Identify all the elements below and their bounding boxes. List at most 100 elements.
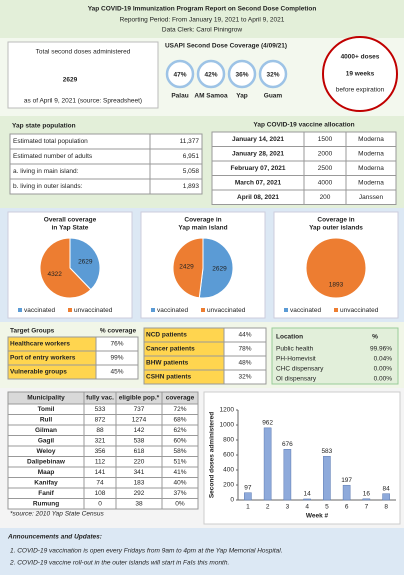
ring: [196, 59, 226, 89]
header-bg: [0, 0, 404, 38]
cell-text: 0: [98, 500, 102, 507]
cell-text: February 07, 2021: [231, 165, 286, 172]
cell-text: 341: [134, 469, 145, 476]
x-tick-label: 4: [305, 504, 309, 511]
cell-text: Cancer patients: [146, 346, 195, 353]
heading: Yap state population: [12, 123, 76, 130]
cell-text: 76%: [110, 341, 123, 348]
legend-label: unvaccinated: [207, 307, 246, 314]
label: Yap: [236, 93, 248, 100]
cell-text: 2000: [318, 150, 333, 157]
data-label: 676: [282, 441, 293, 448]
cell-text: 183: [134, 479, 145, 486]
cell-text: January 14, 2021: [232, 136, 284, 143]
cell-text: 5,058: [183, 168, 200, 175]
cell-text: 11,377: [180, 138, 200, 145]
cell-text: 292: [134, 490, 145, 497]
header-text: Municipality: [27, 395, 65, 402]
cell-text: Public health: [276, 346, 314, 353]
cell-text: 142: [134, 427, 145, 434]
pie-label: 2629: [78, 259, 93, 266]
announcement: 2. COVID-19 vaccine roll-out in the oute…: [9, 560, 229, 567]
pie-label: 4322: [47, 271, 62, 278]
bar: [342, 484, 351, 501]
cell-text: Gilman: [35, 427, 57, 434]
label: before expiration: [336, 87, 385, 94]
legend-label: unvaccinated: [340, 307, 379, 314]
title: Yap COVID-19 Immunization Program Report…: [88, 6, 317, 13]
cell: [95, 364, 139, 380]
cell-text: 32%: [238, 374, 251, 381]
percent: 47%: [173, 72, 186, 79]
legend-swatch: [68, 308, 72, 312]
chart-bg: [203, 391, 401, 525]
data-label: 962: [262, 420, 273, 427]
cell-text: Port of entry workers: [10, 355, 76, 362]
bar: [382, 493, 390, 501]
percent: 36%: [235, 72, 248, 79]
data-label: 197: [341, 477, 352, 484]
cell-text: Moderna: [358, 165, 384, 172]
note: as of April 9, 2021 (source: Spreadsheet…: [24, 98, 142, 105]
heading: Yap COVID-19 vaccine allocation: [253, 122, 354, 129]
cell-text: 0.00%: [374, 366, 393, 373]
cell-text: 45%: [110, 369, 123, 376]
cell-text: PH-Homevisit: [276, 356, 316, 363]
cell-text: 4000: [318, 179, 333, 186]
total-box: [7, 41, 159, 109]
legend-swatch: [334, 308, 338, 312]
cell-text: 533: [95, 406, 106, 413]
pie-title: Yap main island: [178, 225, 227, 232]
pie-title: in Yap State: [52, 225, 89, 232]
cell-text: 141: [95, 469, 106, 476]
bar: [283, 449, 292, 501]
pie-slice: [172, 237, 204, 299]
y-tick-label: 200: [223, 482, 234, 489]
cell-text: 37%: [173, 490, 186, 497]
axis-label: Second doses administered: [209, 412, 216, 498]
legend-swatch: [18, 308, 22, 312]
axis-label: Week #: [306, 513, 329, 520]
legend-swatch: [151, 308, 155, 312]
cell-text: 74: [96, 479, 104, 486]
cell-text: 40%: [173, 479, 186, 486]
legend-swatch: [284, 308, 288, 312]
cell-text: CHC dispensary: [276, 366, 324, 373]
cell-text: NCD patients: [146, 332, 187, 339]
x-tick-label: 7: [365, 504, 369, 511]
x-tick-label: 2: [266, 504, 270, 511]
big-number: 2629: [63, 77, 78, 84]
big-number: 19 weeks: [346, 71, 375, 78]
cell-text: 6,951: [183, 153, 200, 160]
heading: Announcements and Updates:: [7, 534, 102, 541]
cell-text: Fanif: [38, 490, 54, 497]
cell-text: 99%: [110, 355, 123, 362]
cell: [345, 189, 397, 205]
cell-text: Tomil: [38, 406, 55, 413]
pie-title: Coverage in: [317, 217, 354, 224]
cell-text: OI dispensary: [276, 376, 317, 383]
cell-text: 1274: [132, 416, 147, 423]
cell-text: b. living in outer islands:: [13, 183, 83, 190]
heading: % coverage: [100, 328, 137, 335]
x-tick-label: 6: [345, 504, 349, 511]
label: Palau: [171, 93, 188, 100]
cell-text: Healthcare workers: [10, 341, 70, 348]
y-tick-label: 800: [223, 437, 234, 444]
cell: [161, 498, 199, 510]
x-tick-label: 5: [325, 504, 329, 511]
pie-slice: [198, 237, 234, 299]
cell-text: 62%: [173, 427, 186, 434]
cell-text: 200: [320, 194, 331, 201]
data-label: 583: [321, 448, 332, 455]
y-tick-label: 400: [223, 467, 234, 474]
cell-text: Janssen: [359, 194, 384, 201]
pie-slice: [39, 237, 92, 299]
percent: 42%: [204, 72, 217, 79]
pie-slice: [69, 237, 101, 291]
cell-text: 618: [134, 448, 145, 455]
cell-text: 38: [135, 500, 143, 507]
cell-text: 108: [95, 490, 106, 497]
heading: %: [372, 334, 378, 341]
